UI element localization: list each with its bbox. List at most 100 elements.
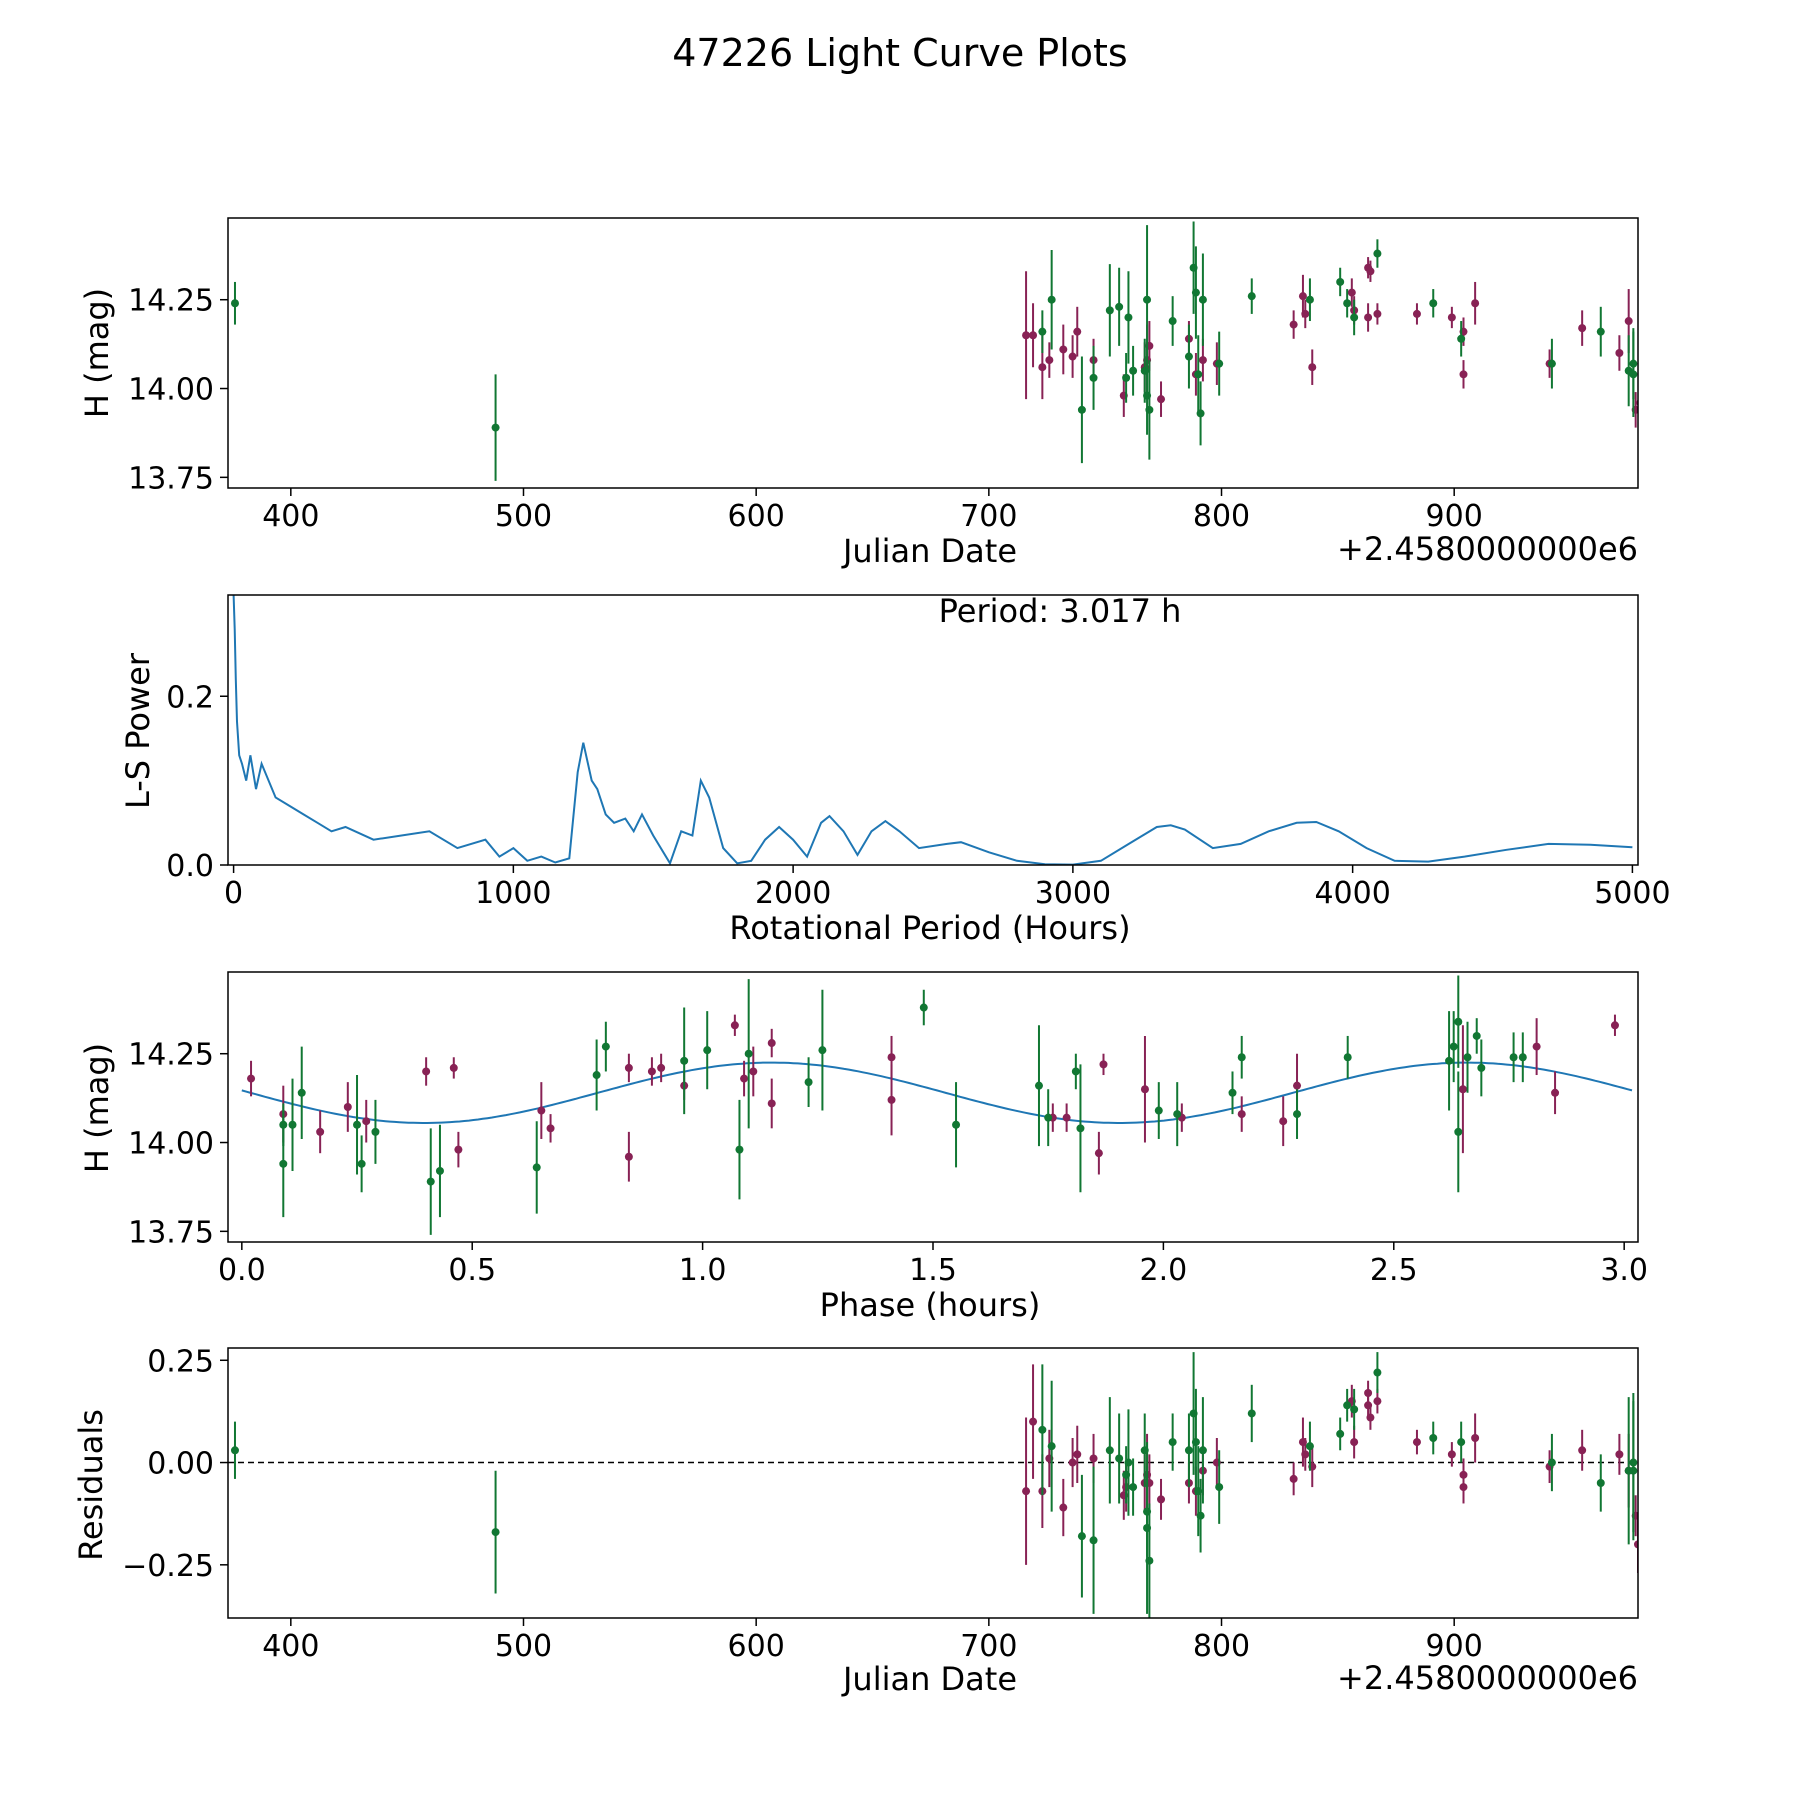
phased-point-green: [1472, 1031, 1481, 1040]
lightcurve-xtick-label: 400: [262, 499, 319, 534]
lightcurve-point-magenta: [1198, 356, 1207, 365]
residuals-point-magenta: [1073, 1450, 1082, 1459]
figure-title: 47226 Light Curve Plots: [672, 31, 1127, 75]
phased-point-magenta: [767, 1099, 776, 1108]
lightcurve-point-magenta: [1298, 292, 1307, 301]
phased-xtick-label: 3.0: [1600, 1253, 1648, 1288]
residuals-point-magenta: [1022, 1487, 1031, 1496]
lightcurve-point-green: [1194, 370, 1203, 379]
phased-point-green: [288, 1120, 297, 1129]
residuals-panel: Julian Date +2.4580000000e6 Residuals 40…: [72, 1344, 1639, 1698]
phased-point-green: [532, 1163, 541, 1172]
lightcurve-point-green: [1343, 299, 1352, 308]
phased-point-green: [435, 1166, 444, 1175]
phased-xtick-label: 2.5: [1370, 1253, 1418, 1288]
periodogram-panel: Rotational Period (Hours) L-S Power Peri…: [119, 592, 1671, 947]
lightcurve-point-green: [1350, 313, 1359, 322]
phased-point-magenta: [1610, 1021, 1619, 1030]
phased-point-green: [735, 1145, 744, 1154]
phased-point-green: [1071, 1067, 1080, 1076]
lightcurve-point-green: [491, 423, 500, 432]
periodogram-line: [232, 595, 1633, 865]
lightcurve-point-magenta: [1459, 370, 1468, 379]
residuals-point-magenta: [1578, 1446, 1587, 1455]
lightcurve-point-magenta: [1624, 317, 1633, 326]
residuals-point-green: [1115, 1454, 1124, 1463]
lightcurve-point-green: [1089, 373, 1098, 382]
residuals-point-green: [1105, 1446, 1114, 1455]
phased-point-green: [1034, 1081, 1043, 1090]
residuals-point-green: [1547, 1458, 1556, 1467]
residuals-point-green: [1305, 1442, 1314, 1451]
residuals-xtick-label: 700: [960, 1629, 1017, 1664]
lightcurve-ylabel: H (mag): [78, 288, 116, 418]
phased-point-magenta: [343, 1103, 352, 1111]
phased-point-green: [279, 1120, 288, 1129]
lightcurve-point-green: [1184, 352, 1193, 361]
residuals-xtick-label: 600: [728, 1629, 785, 1664]
phased-ytick-label: 13.75: [128, 1215, 214, 1250]
residuals-xtick-label: 800: [1193, 1629, 1250, 1664]
lightcurve-xlabel: Julian Date: [841, 532, 1017, 570]
lightcurve-point-green: [1124, 313, 1133, 322]
phased-point-magenta: [1140, 1085, 1149, 1094]
phased-point-green: [1518, 1053, 1527, 1062]
phased-point-magenta: [1094, 1149, 1103, 1158]
phased-point-green: [804, 1078, 813, 1087]
phased-point-magenta: [1532, 1042, 1541, 1051]
periodogram-xtick-label: 2000: [755, 876, 831, 911]
residuals-point-green: [1429, 1434, 1438, 1442]
phased-point-green: [426, 1177, 435, 1186]
lightcurve-point-green: [1115, 302, 1124, 311]
residuals-point-green: [1168, 1438, 1177, 1447]
lightcurve-xtick-label: 800: [1193, 499, 1250, 534]
lightcurve-point-green: [1047, 295, 1056, 304]
residuals-point-green: [1373, 1368, 1382, 1377]
lightcurve-point-green: [1196, 409, 1205, 418]
phased-point-magenta: [887, 1095, 896, 1104]
periodogram-xtick-label: 5000: [1594, 876, 1670, 911]
phased-point-green: [1509, 1053, 1518, 1062]
lightcurve-point-green: [1168, 317, 1177, 326]
lightcurve-plot-area: [230, 221, 1638, 481]
phased-xtick-label: 2.0: [1140, 1253, 1188, 1288]
phased-point-green: [1454, 1127, 1463, 1136]
phased-xtick-label: 1.0: [679, 1253, 727, 1288]
phased-xtick-label: 1.5: [909, 1253, 957, 1288]
phased-point-green: [279, 1159, 288, 1168]
lightcurve-point-green: [1629, 370, 1638, 379]
phased-point-magenta: [749, 1067, 758, 1076]
residuals-point-magenta: [1157, 1495, 1166, 1504]
lightcurve-point-green: [1547, 359, 1556, 368]
residuals-point-magenta: [1089, 1454, 1098, 1463]
lightcurve-point-magenta: [1301, 309, 1310, 318]
lightcurve-point-magenta: [1059, 345, 1068, 354]
lightcurve-point-magenta: [1068, 352, 1077, 361]
phased-point-green: [919, 1003, 928, 1012]
periodogram-ylabel: L-S Power: [119, 652, 157, 809]
residuals-ytick-label: 0.25: [147, 1344, 214, 1379]
lightcurve-xtick-label: 700: [960, 499, 1017, 534]
lightcurve-point-magenta: [1022, 331, 1031, 340]
lightcurve-point-magenta: [1308, 363, 1317, 372]
phased-point-magenta: [740, 1074, 749, 1083]
lightcurve-ytick-label: 14.00: [128, 373, 214, 408]
lightcurve-point-magenta: [1073, 327, 1082, 336]
periodogram-xtick-label: 3000: [1035, 876, 1111, 911]
lightcurve-point-green: [1122, 373, 1131, 382]
phased-point-magenta: [1458, 1085, 1467, 1094]
lightcurve-point-magenta: [1289, 320, 1298, 329]
lightcurve-x-offset: +2.4580000000e6: [1337, 530, 1638, 568]
lightcurve-point-magenta: [1364, 313, 1373, 322]
phased-point-magenta: [647, 1067, 656, 1076]
residuals-xtick-label: 400: [262, 1629, 319, 1664]
phased-point-green: [1154, 1106, 1163, 1115]
phased-point-magenta: [767, 1039, 776, 1048]
residuals-point-green: [1596, 1479, 1605, 1487]
lightcurve-point-green: [1129, 366, 1138, 375]
phased-point-magenta: [362, 1117, 371, 1126]
residuals-plot-area: [228, 1352, 1638, 1618]
phased-point-green: [592, 1071, 601, 1080]
residuals-point-green: [1129, 1483, 1138, 1492]
phased-point-green: [353, 1120, 362, 1129]
